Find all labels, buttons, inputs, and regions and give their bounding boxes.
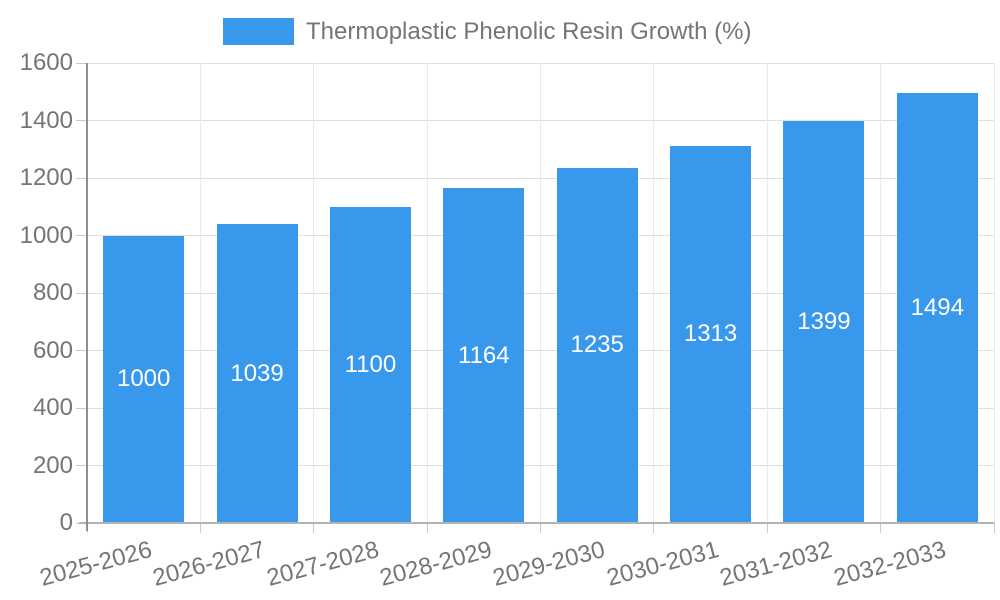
x-axis-category-label: 2032-2033 [830, 536, 949, 592]
y-axis-tick-label: 800 [32, 279, 73, 306]
y-axis-tick-label: 200 [32, 451, 73, 479]
bar-value-label: 1313 [683, 320, 738, 348]
bar[interactable] [896, 93, 978, 523]
y-axis-tick-label: 600 [32, 336, 73, 364]
y-axis-tick-label: 400 [32, 394, 73, 421]
bar-value-label: 1494 [910, 294, 964, 322]
y-axis-tick [76, 407, 87, 409]
bar-value-label: 1399 [797, 307, 851, 335]
x-gridline [426, 63, 428, 523]
bar-value-label: 1164 [458, 341, 510, 369]
bar[interactable] [443, 188, 525, 523]
legend[interactable]: Thermoplastic Phenolic Resin Growth (%) [223, 18, 752, 45]
y-axis-tick [76, 120, 87, 121]
y-axis-line [86, 63, 88, 531]
bar-value-label: 1039 [230, 359, 284, 387]
bar[interactable] [103, 235, 185, 523]
x-gridline [653, 63, 655, 523]
y-axis-tick-label: 1600 [19, 49, 73, 76]
bar[interactable] [670, 145, 752, 523]
x-axis-category-label: 2029-2030 [490, 536, 609, 592]
bar-value-label: 1100 [344, 350, 397, 378]
legend-series-label: Thermoplastic Phenolic Resin Growth (%) [306, 18, 752, 45]
y-axis-tick [76, 350, 87, 351]
x-axis-tick [653, 523, 655, 533]
x-gridline [880, 63, 882, 523]
x-axis-category-label: 2031-2032 [717, 536, 835, 592]
x-gridline [993, 63, 995, 523]
x-axis-tick [766, 523, 768, 533]
y-axis-tick [76, 177, 87, 179]
y-axis-tick-label: 1000 [19, 221, 73, 249]
x-axis-tick [880, 523, 882, 533]
x-gridline [540, 63, 541, 523]
x-axis-category-label: 2028-2029 [376, 536, 495, 592]
x-axis-tick [993, 523, 995, 533]
bar-value-label: 1000 [116, 365, 171, 393]
x-axis-category-label: 2027-2028 [263, 536, 382, 592]
x-axis-tick [426, 523, 428, 533]
x-axis-category-label: 2030-2031 [603, 536, 722, 592]
bar[interactable] [216, 224, 298, 523]
y-axis-tick-label: 0 [59, 509, 73, 536]
y-axis-tick [76, 465, 87, 466]
x-gridline [313, 63, 315, 523]
x-axis-line [79, 522, 994, 524]
x-axis-tick [313, 523, 315, 533]
x-axis-tick [199, 523, 201, 533]
y-axis-tick [76, 292, 87, 294]
x-axis-tick [540, 523, 541, 533]
y-axis-tick [76, 235, 87, 236]
x-axis-category-label: 2025-2026 [36, 536, 155, 592]
legend-swatch[interactable] [223, 18, 294, 45]
x-gridline [766, 63, 768, 523]
bar[interactable] [556, 167, 638, 523]
bar[interactable] [783, 120, 865, 523]
bar[interactable] [329, 206, 411, 523]
bar-value-label: 1235 [570, 331, 624, 359]
y-axis-tick [76, 62, 87, 64]
x-axis-category-label: 2026-2027 [150, 536, 269, 592]
y-axis-tick-label: 1200 [19, 164, 73, 191]
y-axis-tick-label: 1400 [19, 106, 73, 134]
x-gridline [199, 63, 201, 523]
